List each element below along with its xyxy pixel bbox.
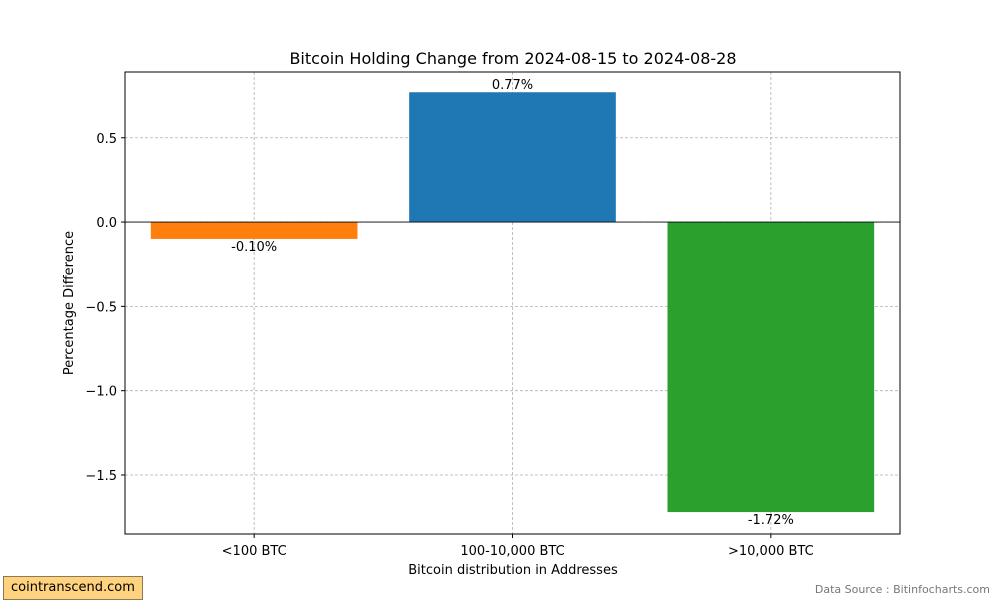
chart-title: Bitcoin Holding Change from 2024-08-15 t… (289, 49, 736, 68)
bars (150, 92, 875, 513)
data-labels: -0.10% 0.77% -1.72% (231, 78, 794, 528)
y-tick-label: 0.0 (96, 216, 117, 231)
x-tick-label: >10,000 BTC (728, 544, 814, 559)
bar-value-label: -1.72% (748, 513, 794, 528)
x-axis-label: Bitcoin distribution in Addresses (408, 563, 618, 578)
bar (150, 222, 358, 239)
y-axis-label: Percentage Difference (62, 231, 77, 375)
y-tick-label: −1.0 (85, 385, 117, 400)
x-tick-label: <100 BTC (222, 544, 287, 559)
watermark-badge: cointranscend.com (3, 576, 143, 600)
bar-value-label: 0.77% (492, 78, 533, 93)
bar-value-label: -0.10% (231, 240, 277, 255)
y-tick-label: −1.5 (85, 469, 117, 484)
bar (409, 92, 616, 223)
x-tick-label: 100-10,000 BTC (460, 544, 564, 559)
y-tick-label: −0.5 (85, 300, 117, 315)
y-tick-label: 0.5 (96, 132, 117, 147)
bar (667, 222, 875, 513)
data-source-note: Data Source : Bitinfocharts.com (814, 583, 990, 596)
axis-ticks: 0.5 0.0 −0.5 −1.0 −1.5 <100 BTC 100-10,000 BTC… (85, 132, 813, 559)
